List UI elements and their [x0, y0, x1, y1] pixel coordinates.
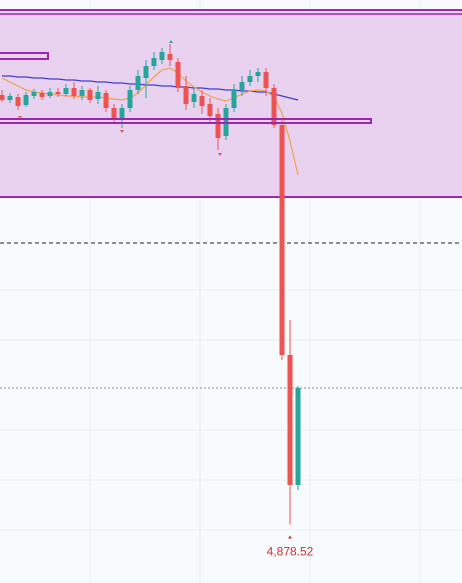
candle-body: [263, 72, 269, 88]
candle-body: [167, 54, 173, 60]
candle-body: [119, 108, 125, 118]
candle-body: [231, 90, 237, 108]
candle-body: [39, 93, 45, 97]
candle-body: [23, 95, 29, 105]
level-box: [0, 52, 49, 60]
low-arrow: [288, 535, 292, 539]
candle-body: [31, 92, 37, 96]
candle-body: [295, 388, 301, 485]
low-label: 4,878.52: [267, 544, 314, 558]
candle-body: [159, 52, 165, 60]
candle-body: [111, 108, 117, 118]
level-box: [0, 118, 372, 124]
candle-body: [15, 97, 21, 106]
zone: [0, 10, 462, 197]
candle-body: [47, 92, 53, 96]
candle-body: [191, 94, 197, 102]
candle-body: [87, 90, 93, 100]
candle-body: [279, 125, 285, 355]
candle-body: [143, 66, 149, 78]
candle-body: [0, 95, 5, 100]
candle-body: [287, 355, 293, 485]
arrow: [169, 40, 173, 43]
candle-body: [175, 62, 181, 88]
candle-body: [239, 82, 245, 90]
marks: 4,878.52: [0, 44, 314, 558]
candle-body: [79, 90, 85, 96]
candle-body: [247, 76, 253, 82]
arrow: [18, 116, 22, 119]
candle-body: [55, 92, 61, 94]
candle-body: [255, 72, 261, 76]
candle-body: [271, 88, 277, 125]
candle-body: [127, 90, 133, 108]
candle-body: [135, 76, 141, 90]
candle-body: [7, 96, 13, 100]
candle-body: [63, 88, 69, 94]
candle-body: [199, 96, 205, 106]
candle-body: [215, 114, 221, 138]
candle-body: [95, 92, 101, 99]
arrow: [218, 153, 222, 156]
arrow: [120, 130, 124, 133]
candle-body: [207, 104, 213, 116]
candle-body: [71, 88, 77, 96]
candle-body: [151, 58, 157, 66]
candle-body: [183, 86, 189, 104]
candle-body: [103, 93, 109, 108]
